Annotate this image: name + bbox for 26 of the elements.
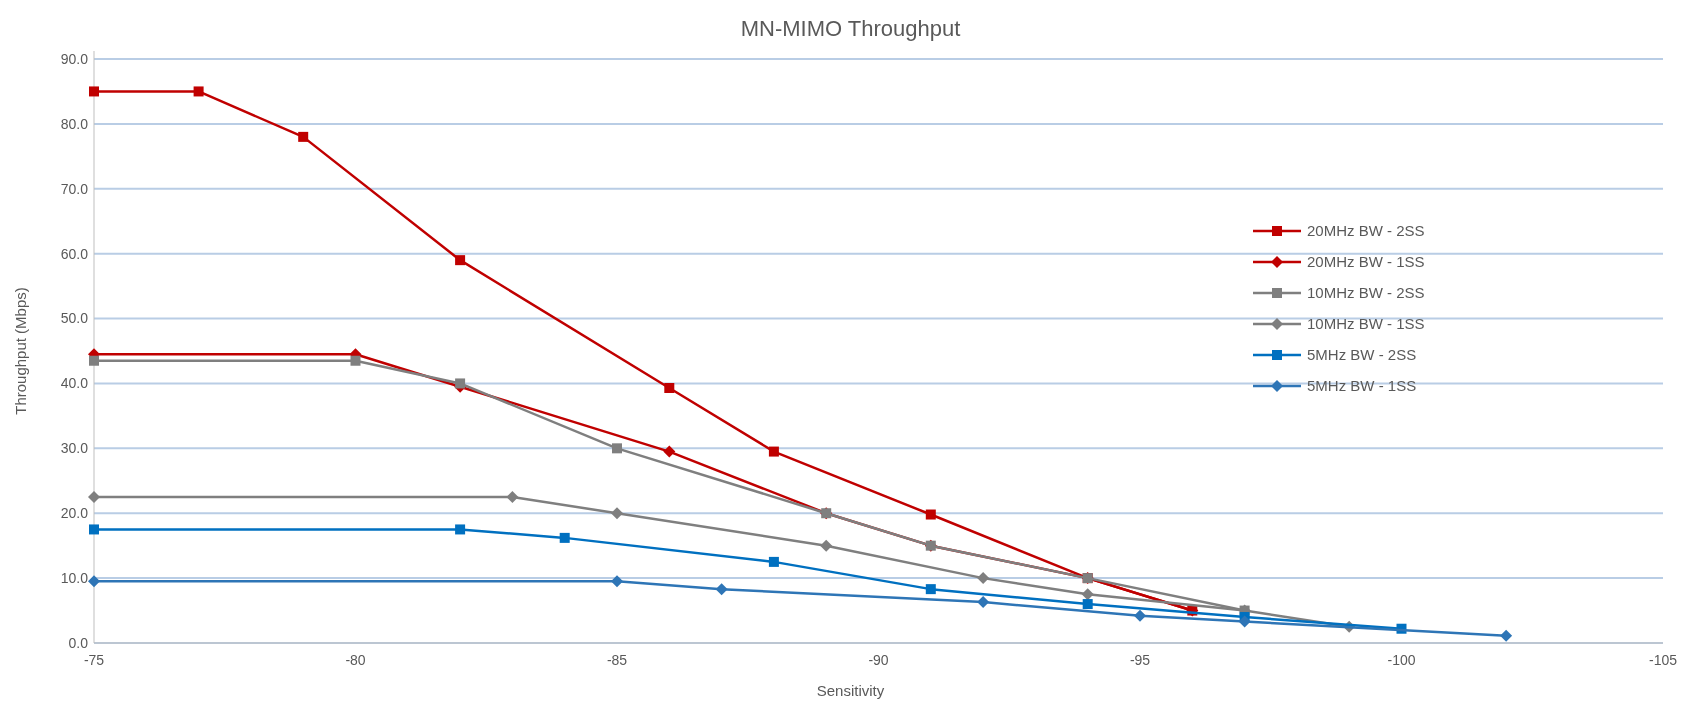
y-tick-label: 0.0 <box>68 634 89 651</box>
y-tick-label: 10.0 <box>60 570 89 587</box>
y-tick-label: 70.0 <box>60 180 89 197</box>
y-tick-label: 20.0 <box>60 505 89 522</box>
chart-title: MN-MIMO Throughput <box>740 16 961 41</box>
y-tick-label: 90.0 <box>60 50 89 67</box>
legend-label: 5MHz BW - 1SS <box>1307 377 1417 395</box>
x-tick-label: -85 <box>606 652 628 668</box>
x-tick-label: -95 <box>1129 652 1151 668</box>
x-tick-label: -100 <box>1387 652 1416 668</box>
y-axis-title: Throughput (Mbps) <box>12 287 29 415</box>
y-tick-label: 50.0 <box>60 310 89 327</box>
x-tick-label: -105 <box>1648 652 1678 668</box>
y-tick-label: 30.0 <box>60 440 89 457</box>
legend-label: 20MHz BW - 1SS <box>1307 253 1425 271</box>
x-tick-label: -80 <box>345 652 366 668</box>
legend-label: 10MHz BW - 1SS <box>1307 315 1425 333</box>
x-axis-title: Sensitivity <box>816 682 885 699</box>
legend-label: 10MHz BW - 2SS <box>1307 284 1425 302</box>
legend-label: 20MHz BW - 2SS <box>1307 222 1425 240</box>
x-tick-label: -90 <box>868 652 889 668</box>
x-tick-label: -75 <box>83 652 105 668</box>
legend-label: 5MHz BW - 2SS <box>1307 346 1417 364</box>
y-tick-label: 40.0 <box>60 375 89 392</box>
y-tick-label: 60.0 <box>60 245 89 262</box>
y-tick-label: 80.0 <box>60 115 89 132</box>
